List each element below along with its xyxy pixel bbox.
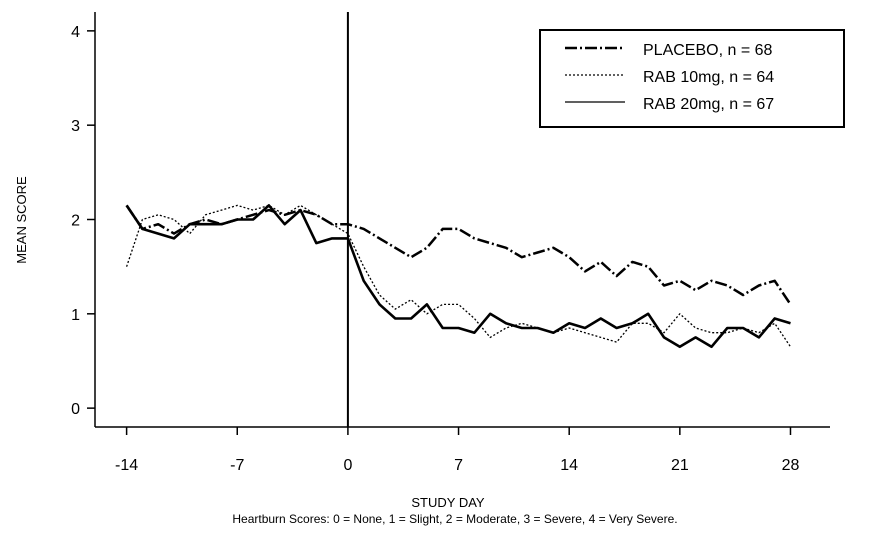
- series-layer: [125, 204, 792, 349]
- y-tick-label: 2: [71, 213, 80, 230]
- x-tick-label: 0: [343, 457, 352, 474]
- x-tick-label: 28: [782, 457, 800, 474]
- legend-label-rab-20mg: RAB 20mg, n = 67: [643, 96, 774, 113]
- series-line-rab-20mg: [125, 204, 791, 349]
- y-tick-label: 4: [71, 24, 80, 41]
- x-tick-label: 21: [671, 457, 689, 474]
- legend-label-rab-10mg: RAB 10mg, n = 64: [643, 69, 774, 86]
- scale-caption: Heartburn Scores: 0 = None, 1 = Slight, …: [232, 512, 677, 526]
- series-line-rab-10mg: [125, 204, 792, 348]
- legend-box: [539, 29, 845, 128]
- x-ticks: -14 -7 0 7 14 21 28: [115, 427, 799, 474]
- x-tick-label: -7: [230, 457, 244, 474]
- x-tick-label: 14: [560, 457, 578, 474]
- legend: PLACEBO, n = 68 RAB 10mg, n = 64 RAB 20m…: [539, 29, 845, 128]
- y-ticks: 0 1 2 3 4: [71, 24, 95, 418]
- legend-label-placebo: PLACEBO, n = 68: [643, 42, 773, 59]
- x-axis-title: STUDY DAY: [411, 495, 485, 510]
- x-tick-label: 7: [454, 457, 463, 474]
- y-tick-label: 0: [71, 401, 80, 418]
- y-tick-label: 1: [71, 307, 80, 324]
- series-line-placebo: [125, 204, 792, 306]
- y-tick-label: 3: [71, 118, 80, 135]
- y-axis-title: MEAN SCORE: [14, 176, 29, 264]
- x-tick-label: -14: [115, 457, 138, 474]
